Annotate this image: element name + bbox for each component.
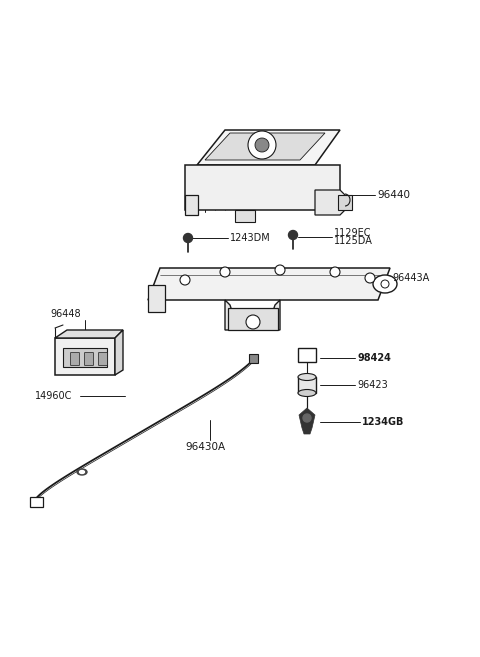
Bar: [249, 354, 258, 363]
Ellipse shape: [80, 470, 84, 474]
Text: 1129EC: 1129EC: [334, 228, 372, 238]
Circle shape: [183, 233, 192, 242]
Polygon shape: [148, 268, 390, 300]
Polygon shape: [148, 285, 165, 312]
Circle shape: [255, 138, 269, 152]
Circle shape: [248, 131, 276, 159]
Polygon shape: [55, 338, 115, 375]
FancyBboxPatch shape: [84, 353, 94, 365]
Polygon shape: [228, 308, 278, 330]
Text: 96448: 96448: [50, 309, 81, 319]
Polygon shape: [225, 300, 280, 330]
Polygon shape: [235, 210, 255, 222]
Text: 98424: 98424: [357, 353, 391, 363]
Ellipse shape: [298, 390, 316, 397]
Text: 1234GB: 1234GB: [362, 417, 404, 427]
Text: 96443A: 96443A: [392, 273, 429, 283]
Polygon shape: [185, 165, 340, 210]
Polygon shape: [299, 408, 315, 434]
Polygon shape: [197, 130, 340, 165]
Polygon shape: [30, 497, 43, 507]
Ellipse shape: [77, 469, 87, 475]
Circle shape: [275, 265, 285, 275]
Circle shape: [220, 267, 230, 277]
Circle shape: [303, 414, 311, 422]
Text: 1125DA: 1125DA: [334, 236, 373, 246]
Circle shape: [381, 280, 389, 288]
Text: 14960C: 14960C: [35, 391, 72, 401]
Polygon shape: [338, 195, 352, 210]
Ellipse shape: [373, 275, 397, 293]
Circle shape: [330, 267, 340, 277]
Polygon shape: [315, 190, 345, 215]
Circle shape: [180, 275, 190, 285]
Polygon shape: [63, 348, 107, 367]
Text: 1243DM: 1243DM: [230, 233, 271, 243]
Bar: [298, 348, 316, 362]
Polygon shape: [298, 377, 316, 393]
Polygon shape: [55, 330, 123, 338]
Text: 96440: 96440: [377, 190, 410, 200]
Circle shape: [246, 315, 260, 329]
Polygon shape: [185, 195, 198, 215]
Text: 96423: 96423: [357, 380, 388, 390]
Ellipse shape: [298, 373, 316, 380]
Circle shape: [365, 273, 375, 283]
Text: 96430A: 96430A: [185, 442, 225, 452]
FancyBboxPatch shape: [98, 353, 108, 365]
Polygon shape: [205, 133, 325, 160]
FancyBboxPatch shape: [71, 353, 80, 365]
Circle shape: [288, 231, 298, 240]
Polygon shape: [115, 330, 123, 375]
